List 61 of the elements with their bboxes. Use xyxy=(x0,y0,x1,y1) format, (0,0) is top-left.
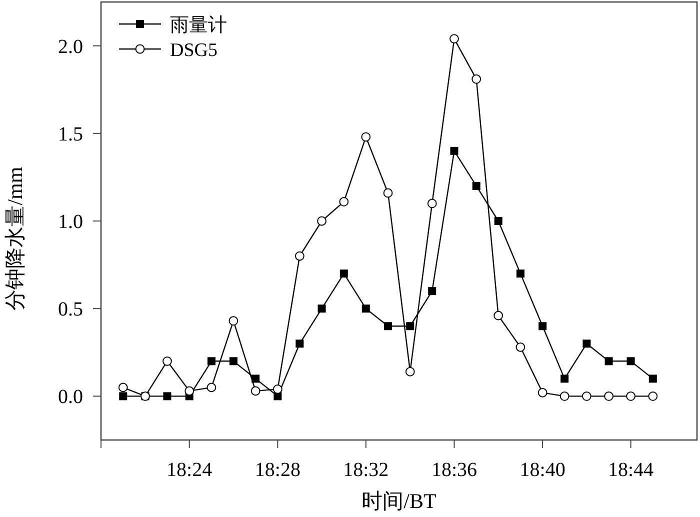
point xyxy=(250,386,260,396)
point xyxy=(272,384,282,394)
point xyxy=(184,386,194,396)
point xyxy=(516,342,526,352)
point xyxy=(228,316,238,326)
x-axis-title: 时间/BT xyxy=(362,489,437,513)
point xyxy=(538,388,548,398)
point xyxy=(427,198,437,208)
point xyxy=(604,392,614,401)
point xyxy=(405,366,415,376)
point xyxy=(318,304,326,313)
y-tick-label: 2.0 xyxy=(58,36,83,58)
point xyxy=(296,340,304,348)
point xyxy=(494,217,502,225)
point xyxy=(582,340,591,348)
point xyxy=(162,356,172,366)
point xyxy=(361,132,371,142)
point xyxy=(428,287,436,296)
y-tick-label: 0.5 xyxy=(58,298,83,321)
y-tick-label: 0.0 xyxy=(58,386,83,408)
point xyxy=(384,322,392,330)
point xyxy=(229,357,238,366)
point xyxy=(406,322,414,330)
x-tick-label: 18:40 xyxy=(520,459,566,481)
legend-label: 雨量计 xyxy=(170,15,227,36)
point xyxy=(383,188,393,198)
point xyxy=(494,310,504,320)
point xyxy=(206,382,216,392)
x-tick-label: 18:36 xyxy=(431,459,478,481)
point xyxy=(163,392,172,400)
point xyxy=(626,357,635,366)
point xyxy=(450,34,459,44)
point xyxy=(362,304,370,313)
x-tick-label: 18:24 xyxy=(166,459,212,481)
point xyxy=(560,374,569,383)
point xyxy=(339,197,349,206)
x-tick-label: 18:44 xyxy=(608,459,654,481)
point xyxy=(472,182,480,190)
point xyxy=(119,392,128,400)
point xyxy=(118,382,128,392)
point xyxy=(516,270,524,278)
point xyxy=(472,74,482,84)
point xyxy=(604,357,613,366)
y-tick-label: 1.0 xyxy=(58,211,83,233)
point xyxy=(626,392,636,401)
y-tick-label: 1.5 xyxy=(58,123,83,146)
x-tick-label: 18:32 xyxy=(343,459,389,481)
point xyxy=(340,270,348,278)
point xyxy=(450,146,458,155)
point xyxy=(207,357,216,366)
point xyxy=(648,374,657,383)
legend-label: DSG5 xyxy=(170,40,218,61)
point xyxy=(648,392,658,401)
point xyxy=(252,374,260,383)
x-tick-label: 18:28 xyxy=(254,459,300,481)
y-axis-title: 分钟降水量/mm xyxy=(3,166,27,310)
point xyxy=(317,216,326,226)
point xyxy=(294,251,304,261)
point xyxy=(560,392,570,401)
point xyxy=(582,392,592,401)
point xyxy=(538,322,547,330)
